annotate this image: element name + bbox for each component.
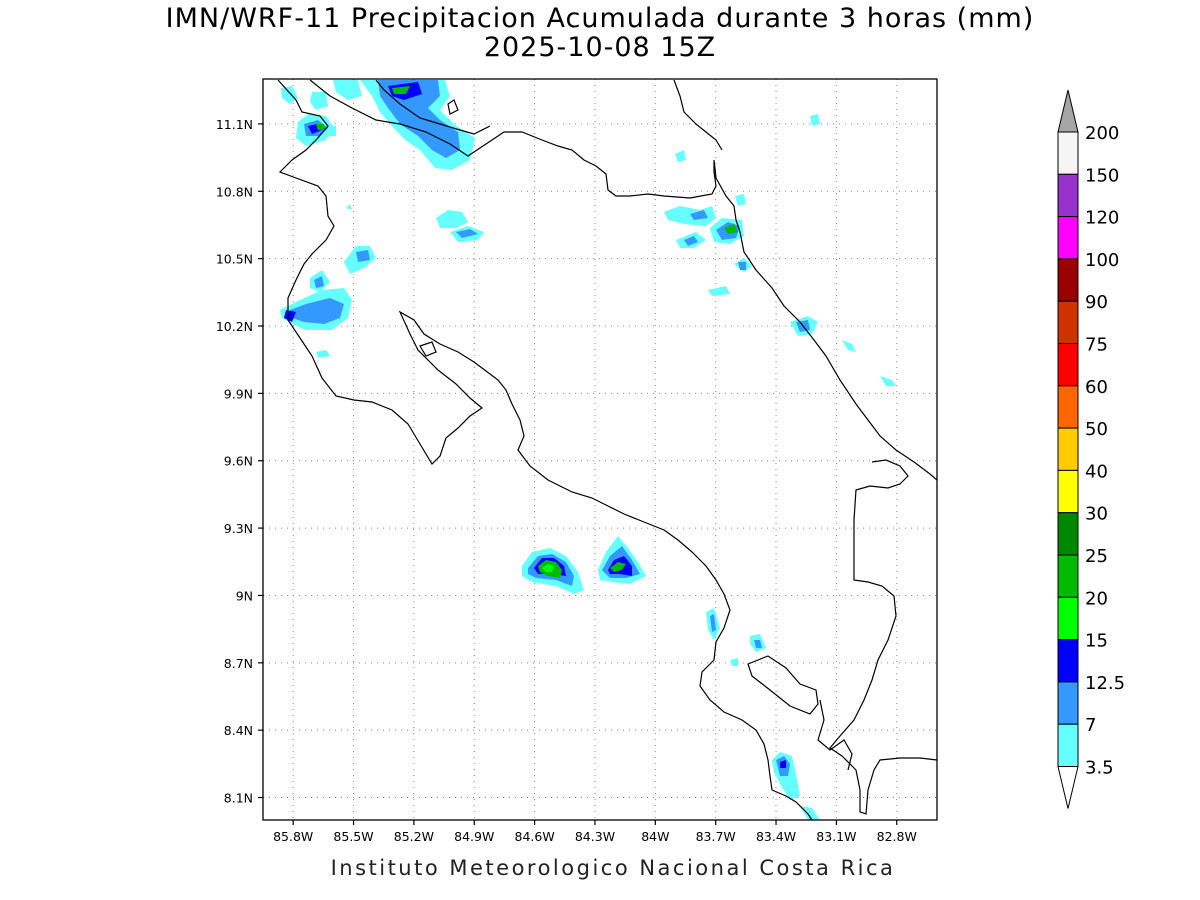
legend-swatch bbox=[1057, 131, 1079, 175]
legend-value: 30 bbox=[1085, 504, 1108, 525]
legend-swatch bbox=[1057, 343, 1079, 387]
legend-swatch bbox=[1057, 300, 1079, 345]
lat-label: 9.9N bbox=[224, 386, 253, 401]
legend-value: 90 bbox=[1085, 292, 1108, 313]
legend-swatch bbox=[1057, 681, 1079, 725]
legend-value: 75 bbox=[1085, 335, 1108, 356]
lon-label: 84.3W bbox=[575, 829, 615, 844]
lon-label: 83.4W bbox=[756, 829, 796, 844]
lon-label: 83.7W bbox=[696, 829, 736, 844]
institute-footer: Instituto Meteorologico Nacional Costa R… bbox=[330, 856, 896, 880]
legend-swatch bbox=[1057, 427, 1079, 471]
legend-value: 150 bbox=[1085, 165, 1119, 186]
lon-label: 85.2W bbox=[394, 829, 434, 844]
lat-label: 10.8N bbox=[216, 184, 253, 199]
lat-label: 10.2N bbox=[216, 319, 253, 334]
legend-value: 12.5 bbox=[1085, 673, 1125, 694]
legend-value: 3.5 bbox=[1085, 758, 1114, 779]
precipitation-cells bbox=[280, 80, 896, 820]
legend-swatch bbox=[1057, 89, 1079, 133]
color-legend: 200 150 120 100 90 75 60 50 40 30 25 20 15 12.5 7 3.5 bbox=[1057, 89, 1125, 809]
legend-swatch bbox=[1057, 258, 1079, 302]
map-grid bbox=[263, 79, 937, 820]
map-title: IMN/WRF-11 Precipitacion Acumulada duran… bbox=[165, 3, 1035, 34]
lon-label: 82.8W bbox=[877, 829, 917, 844]
lon-label: 84W bbox=[641, 829, 669, 844]
legend-value: 50 bbox=[1085, 419, 1108, 440]
lon-label: 83.1W bbox=[816, 829, 856, 844]
legend-swatch bbox=[1057, 596, 1079, 641]
legend-swatch bbox=[1057, 469, 1079, 514]
legend-value: 7 bbox=[1085, 715, 1096, 736]
lat-label: 10.5N bbox=[216, 252, 253, 267]
longitude-labels: 85.8W 85.5W 85.2W 84.9W 84.6W 84.3W 84W 83.7W 83… bbox=[273, 820, 917, 844]
legend-value: 60 bbox=[1085, 377, 1108, 398]
legend-swatch bbox=[1057, 216, 1079, 260]
legend-value: 25 bbox=[1085, 546, 1108, 567]
legend-swatch bbox=[1057, 639, 1079, 683]
legend-value: 15 bbox=[1085, 631, 1108, 652]
legend-value: 200 bbox=[1085, 123, 1119, 144]
lat-label: 9.6N bbox=[224, 454, 253, 469]
lon-label: 84.9W bbox=[454, 829, 494, 844]
legend-value: 120 bbox=[1085, 208, 1119, 229]
map-subtitle: 2025-10-08 15Z bbox=[483, 32, 717, 63]
lat-label: 8.4N bbox=[224, 723, 253, 738]
legend-swatch bbox=[1057, 385, 1079, 429]
lat-label: 9.3N bbox=[224, 521, 253, 536]
lon-label: 85.5W bbox=[333, 829, 373, 844]
lat-label: 8.1N bbox=[224, 791, 253, 806]
latitude-labels: 11.1N 10.8N 10.5N 10.2N 9.9N 9.6N 9.3N 9N 8.7N 8.… bbox=[216, 117, 263, 806]
legend-swatch bbox=[1057, 766, 1079, 809]
lon-label: 85.8W bbox=[273, 829, 313, 844]
legend-swatch bbox=[1057, 512, 1079, 556]
legend-value: 20 bbox=[1085, 588, 1108, 609]
lon-label: 84.6W bbox=[515, 829, 555, 844]
lat-label: 11.1N bbox=[216, 117, 253, 132]
coastlines-borders bbox=[277, 79, 937, 820]
legend-value: 40 bbox=[1085, 461, 1108, 482]
lat-label: 8.7N bbox=[224, 656, 253, 671]
legend-value: 100 bbox=[1085, 250, 1119, 271]
map-frame bbox=[262, 78, 938, 821]
legend-swatch bbox=[1057, 173, 1079, 218]
legend-swatch bbox=[1057, 554, 1079, 598]
lat-label: 9N bbox=[236, 588, 253, 603]
legend-swatch bbox=[1057, 723, 1079, 768]
